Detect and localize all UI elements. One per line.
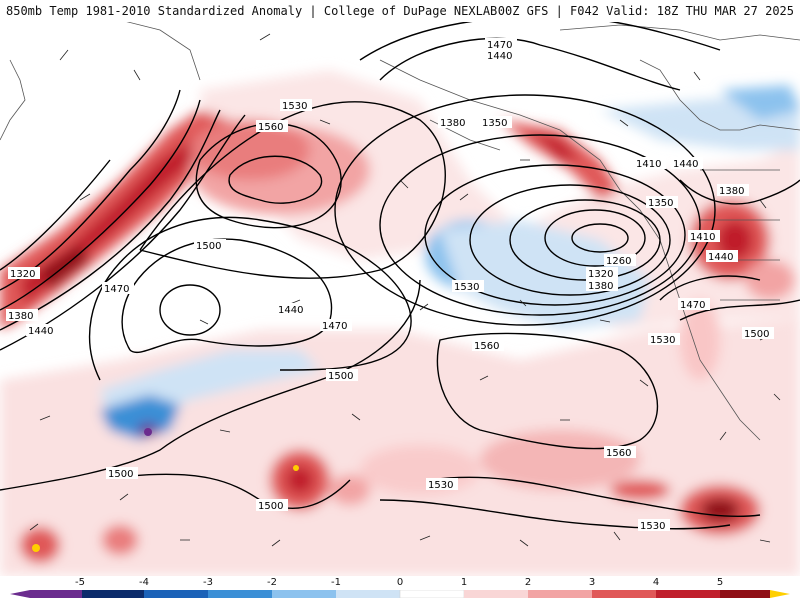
anomaly-shading [0,70,800,576]
contour-label: 1380 [719,186,744,197]
colorbar-tick: 1 [460,577,468,588]
contour-label: 1530 [640,521,665,532]
contour-label: 1560 [606,448,631,459]
contour-label: 1530 [454,282,479,293]
contour-label: 1470 [322,321,347,332]
contour-label: 1560 [258,122,283,133]
contour-label: 1500 [328,371,353,382]
contour-label: 1380 [8,311,33,322]
contour-label: 1470 [104,284,129,295]
contour-label: 1530 [650,335,675,346]
colorbar-tick: -2 [267,577,277,588]
colorbar-tick: 0 [396,577,404,588]
colorbar-tick: 4 [652,577,660,588]
colorbar-tick: -4 [139,577,149,588]
contour-label: 1350 [482,118,507,129]
colorbar-tick: 3 [588,577,596,588]
contour-label: 1500 [744,329,769,340]
min-anomaly-spot [144,428,152,436]
map-canvas: 1470 1440 1530 1560 1380 1350 1410 1440 … [0,15,800,576]
contour-label: 1440 [28,326,53,337]
contour-label: 1320 [10,269,35,280]
colorbar-tick: -3 [203,577,213,588]
colorbar-tick: -1 [331,577,341,588]
max-anomaly-spot [32,544,40,552]
anomaly-map: 1470 1440 1530 1560 1380 1350 1410 1440 … [0,0,800,576]
contour-label: 1530 [428,480,453,491]
model-valid-time: 00Z GFS | F042 Valid: 18Z THU MAR 27 202… [497,4,794,18]
contour-label: 1530 [282,101,307,112]
contour-label: 1410 [690,232,715,243]
contour-label: 1440 [278,305,303,316]
colorbar-labels: -5 -4 -3 -2 -1 0 1 2 3 4 5 [0,576,800,588]
contour-label: 1500 [258,501,283,512]
contour-label: 1410 [636,159,661,170]
contour-label: 1500 [108,469,133,480]
contour-label: 1260 [606,256,631,267]
colorbar-tick: 2 [524,577,532,588]
contour-label: 1440 [708,252,733,263]
title-bar: 850mb Temp 1981-2010 Standardized Anomal… [0,0,800,22]
contour-label: 1440 [673,159,698,170]
contour-labels: 1470 1440 1530 1560 1380 1350 1410 1440 … [6,38,774,532]
colorbar-legend: -5 -4 -3 -2 -1 0 1 2 3 4 5 [0,576,800,600]
contour-label: 1380 [588,281,613,292]
colorbar-gradient [10,590,790,598]
height-contours [0,15,800,530]
max-anomaly-spot-2 [293,465,299,471]
wind-barbs [29,33,781,547]
colorbar-tick: -5 [75,577,85,588]
contour-label: 1470 [487,40,512,51]
contour-label: 1470 [680,300,705,311]
colorbar-tick: 5 [716,577,724,588]
contour-label: 1560 [474,341,499,352]
contour-label: 1500 [196,241,221,252]
contour-label: 1440 [487,51,512,62]
contour-label: 1350 [648,198,673,209]
map-title: 850mb Temp 1981-2010 Standardized Anomal… [6,4,498,18]
contour-label: 1380 [440,118,465,129]
contour-label: 1320 [588,269,613,280]
